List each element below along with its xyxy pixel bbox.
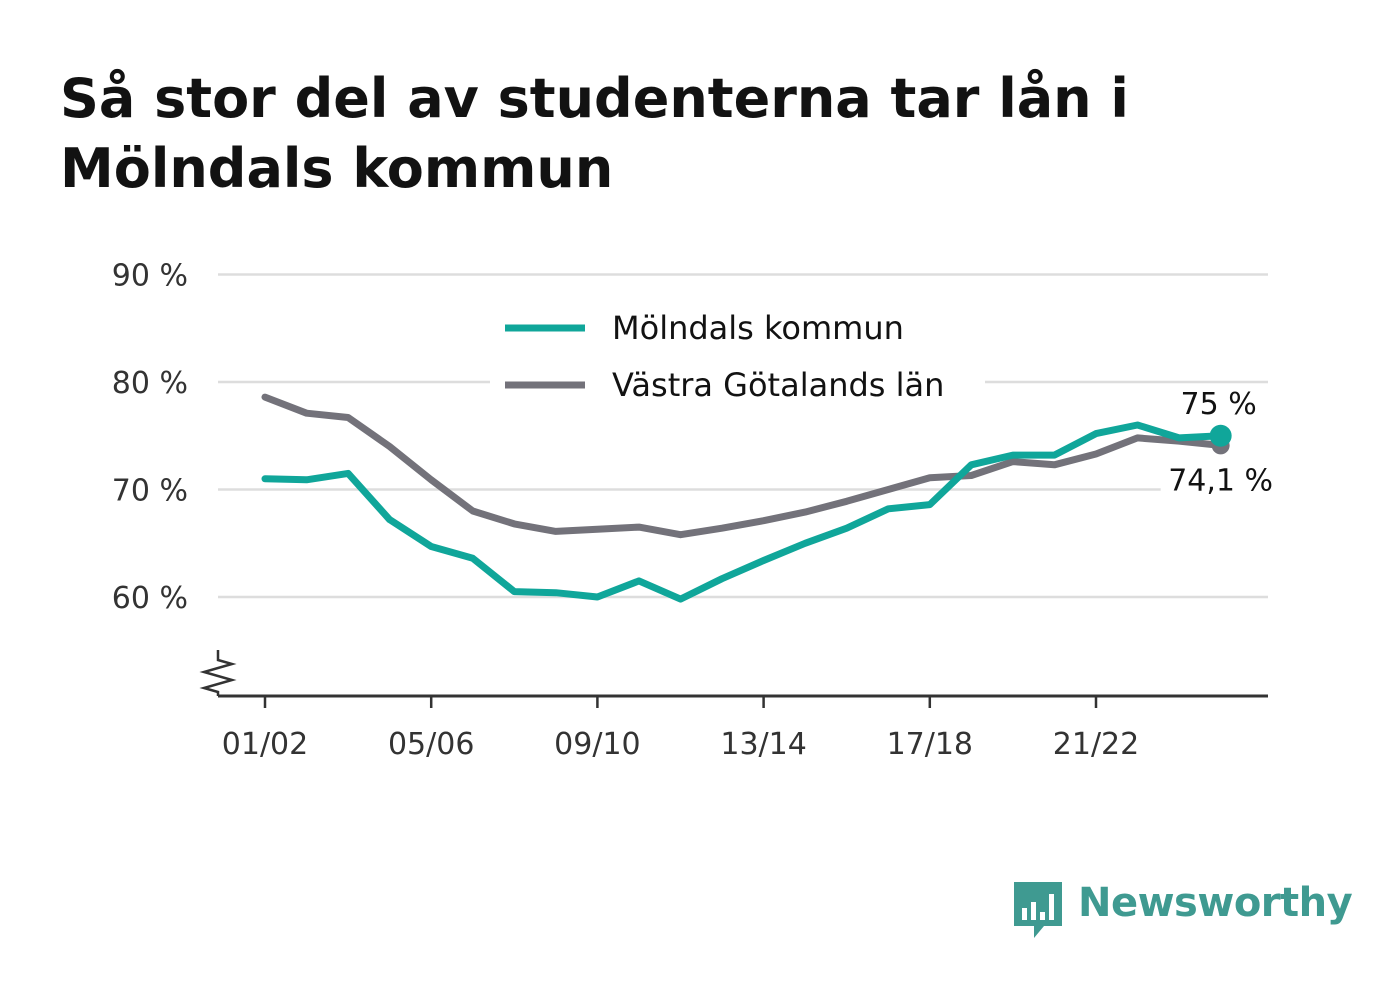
y-tick-label: 80 %	[112, 366, 188, 401]
x-tick-label: 21/22	[1053, 727, 1139, 762]
end-label-molndal: 75 %	[1181, 387, 1257, 422]
end-labels: 75 % 74,1 %	[1160, 387, 1281, 500]
legend-label: Västra Götalands län	[612, 366, 944, 404]
x-tick-label: 05/06	[388, 727, 474, 762]
x-tick-label: 09/10	[554, 727, 640, 762]
x-tick-label: 01/02	[222, 727, 308, 762]
y-tick-label: 60 %	[112, 581, 188, 616]
y-tick-label: 70 %	[112, 474, 188, 509]
legend-background	[490, 302, 985, 414]
end-label-vgl: 74,1 %	[1168, 463, 1273, 498]
legend-label: Mölndals kommun	[612, 309, 904, 347]
y-axis-ticks: 60 % 70 % 80 % 90 %	[112, 259, 188, 617]
y-tick-label: 90 %	[112, 259, 188, 294]
axis-break-icon	[199, 650, 237, 696]
newsworthy-chart-icon	[1014, 882, 1062, 938]
x-tick-label: 17/18	[887, 727, 973, 762]
chart-title: Så stor del av studenterna tar lån i Möl…	[60, 67, 1129, 200]
x-tick-label: 13/14	[720, 727, 806, 762]
x-axis	[199, 650, 1268, 698]
newsworthy-logo: Newsworthy	[1010, 878, 1353, 944]
x-axis-ticks: 01/02 05/06 09/10 13/14 17/18 21/22	[222, 696, 1139, 762]
series-end-point-0	[1209, 424, 1232, 447]
brand-name: Newsworthy	[1078, 880, 1353, 926]
legend: Mölndals kommun Västra Götalands län	[490, 302, 985, 414]
series-line-1	[261, 393, 1225, 539]
series-line-0	[261, 421, 1225, 603]
end-label-background	[1160, 459, 1281, 500]
series-lines	[261, 393, 1232, 603]
